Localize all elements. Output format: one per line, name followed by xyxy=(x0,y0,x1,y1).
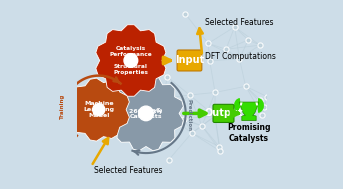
Circle shape xyxy=(93,104,105,116)
Text: DFT Computations: DFT Computations xyxy=(204,52,275,61)
Text: Training: Training xyxy=(60,94,65,119)
Text: Prediction: Prediction xyxy=(186,99,191,131)
Circle shape xyxy=(124,54,138,67)
Polygon shape xyxy=(240,102,243,105)
Text: Selected Features: Selected Features xyxy=(94,166,163,175)
Text: Machine
Learning
Model: Machine Learning Model xyxy=(83,101,114,118)
FancyBboxPatch shape xyxy=(213,104,234,122)
Polygon shape xyxy=(256,102,258,105)
Polygon shape xyxy=(96,25,166,96)
FancyBboxPatch shape xyxy=(177,50,202,71)
Text: Selected Features: Selected Features xyxy=(204,18,273,27)
Text: x: x xyxy=(153,109,156,114)
Circle shape xyxy=(139,106,153,121)
Polygon shape xyxy=(109,76,184,151)
Text: y: y xyxy=(159,109,163,114)
Text: Promising
Catalysts: Promising Catalysts xyxy=(227,123,271,143)
Text: 260 M@N: 260 M@N xyxy=(129,108,163,113)
Text: Catalysis
Performance
|
Structural
Properties: Catalysis Performance | Structural Prope… xyxy=(109,46,152,75)
Text: Input: Input xyxy=(175,56,204,65)
Text: C: C xyxy=(156,108,160,113)
Text: Catalysts: Catalysts xyxy=(130,114,162,119)
Polygon shape xyxy=(239,102,259,121)
Text: Output: Output xyxy=(204,108,243,118)
Polygon shape xyxy=(67,78,129,141)
